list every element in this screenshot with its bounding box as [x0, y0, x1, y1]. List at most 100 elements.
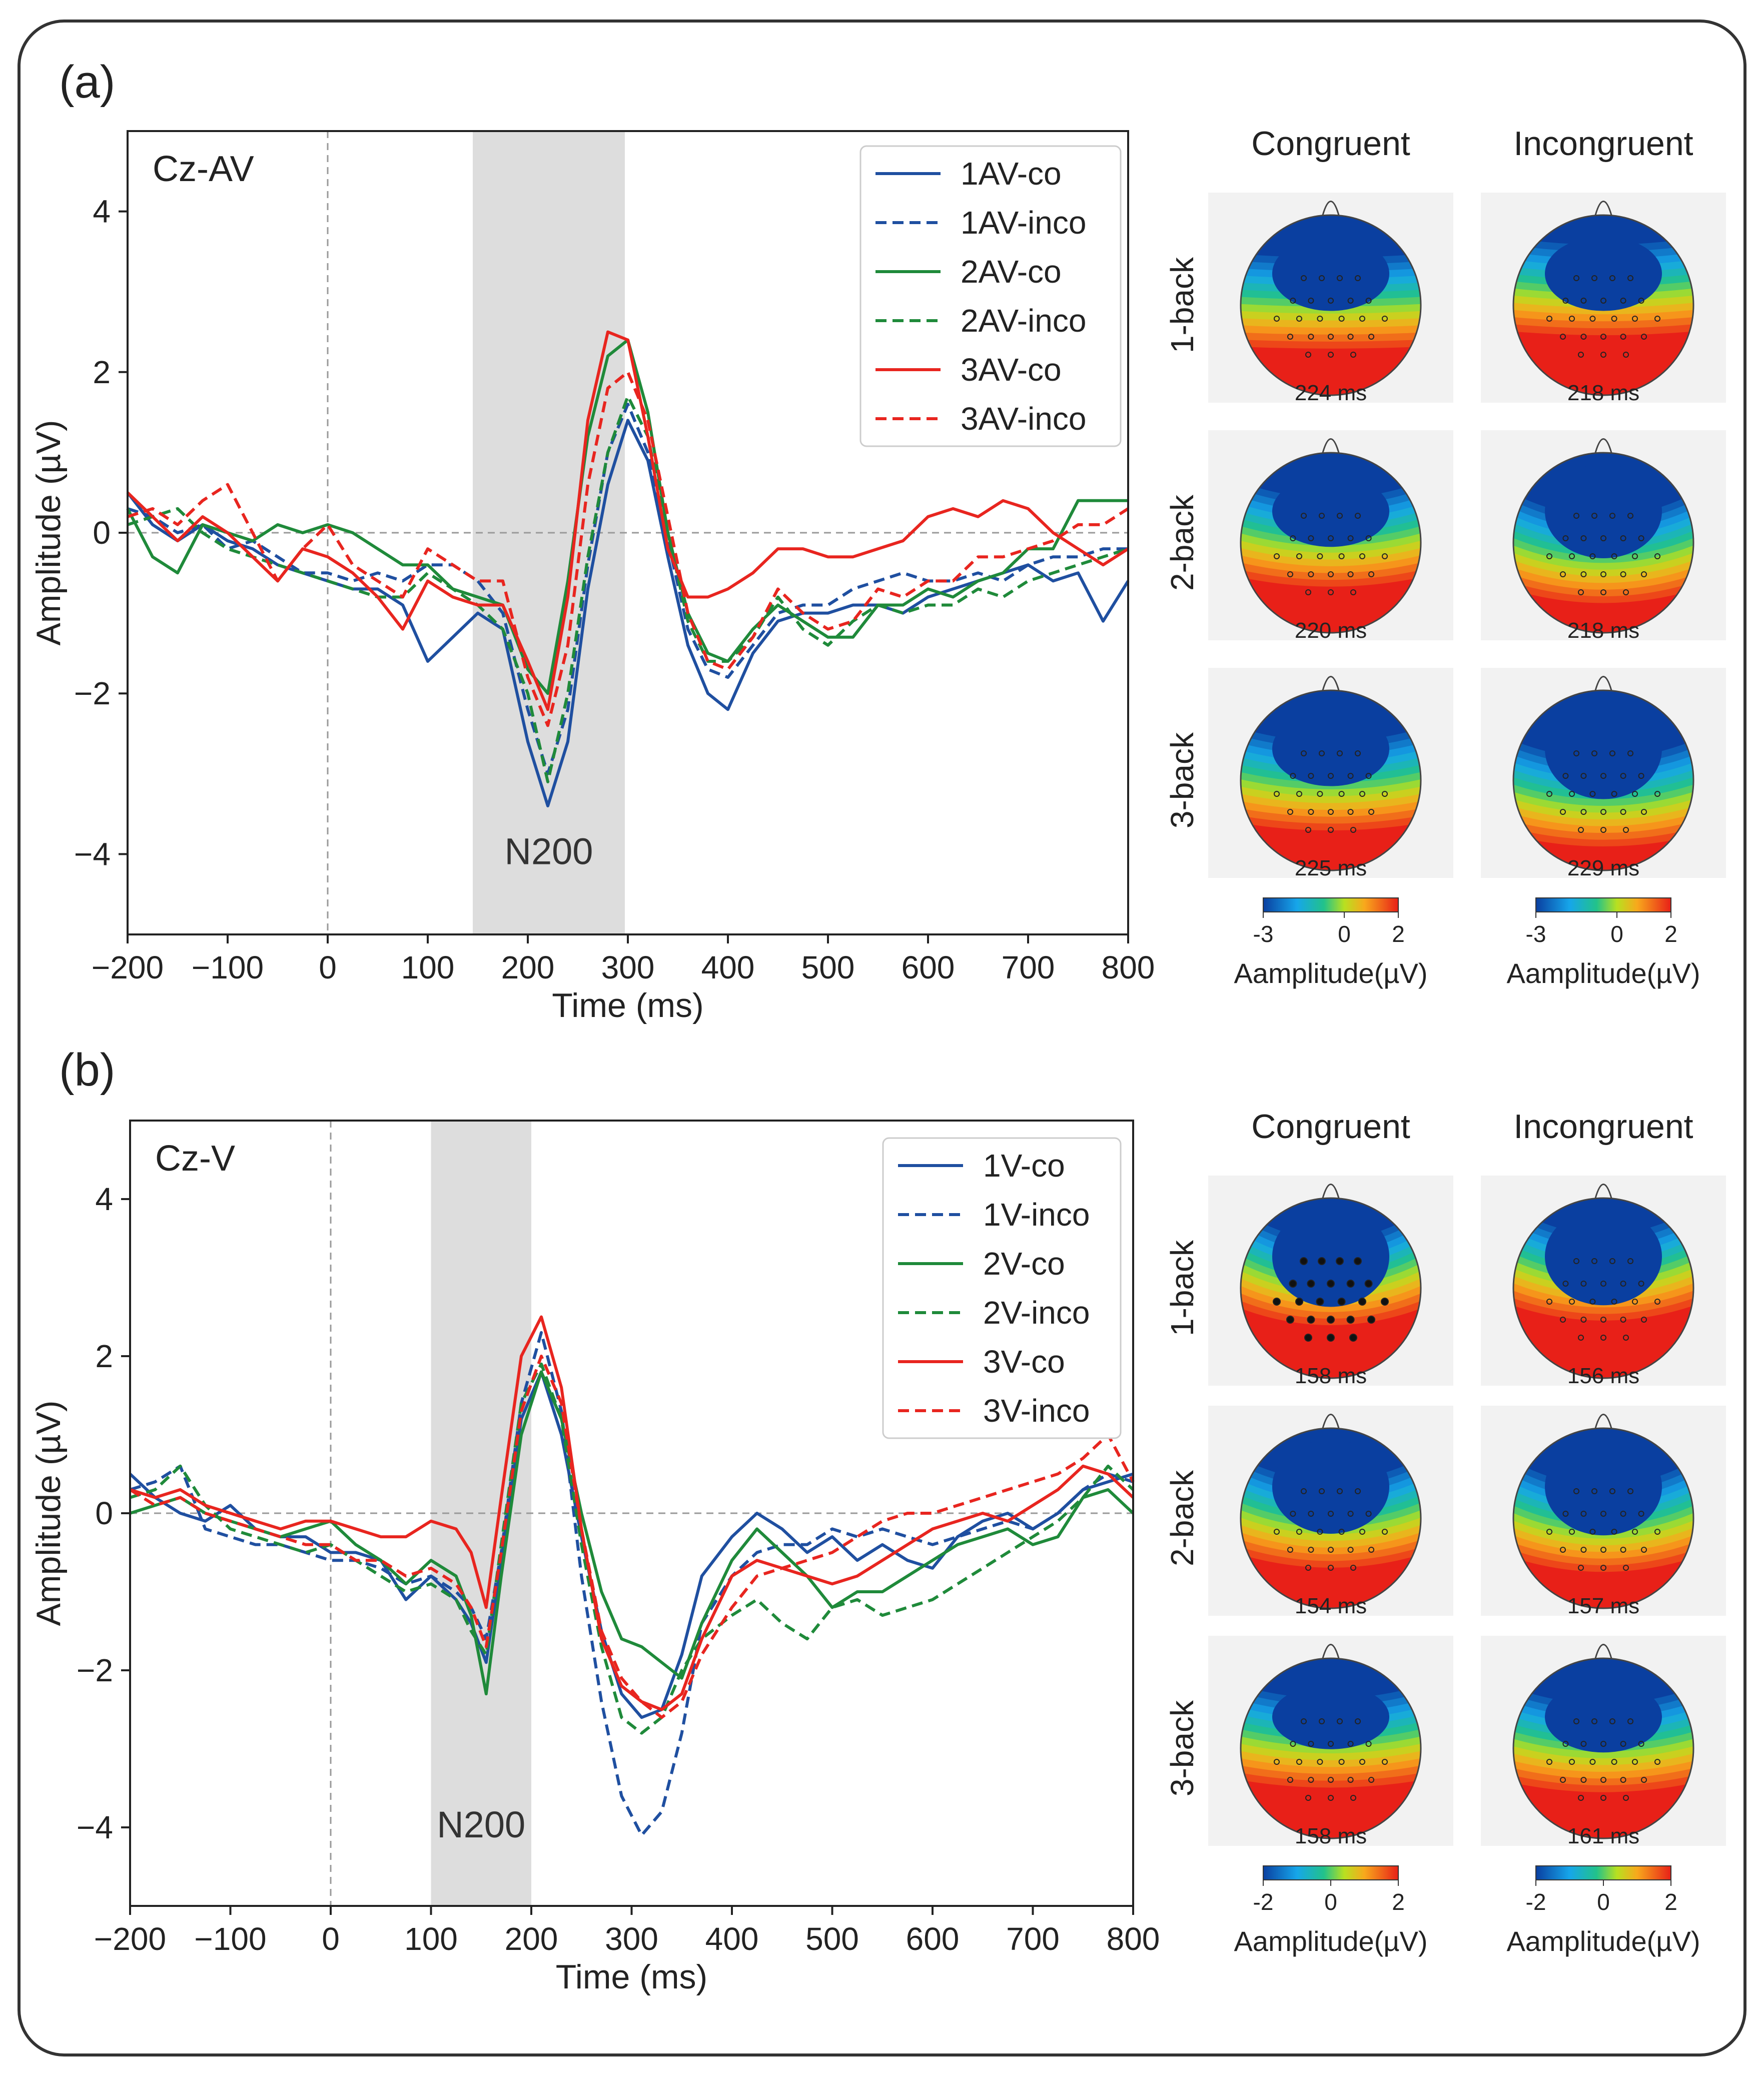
electrode-marker [1580, 334, 1587, 340]
electrode-marker [1611, 316, 1617, 322]
electrode-marker [1308, 1741, 1314, 1747]
electrode-marker [1600, 1741, 1606, 1747]
electrode-marker [1589, 1529, 1596, 1535]
electrode-marker [1328, 352, 1334, 358]
frontal-negativity [1545, 1681, 1662, 1753]
electrode-marker [1305, 1565, 1311, 1571]
colorbar-label: Aamplitude(µV) [1506, 1925, 1700, 1957]
electrode-marker [1620, 298, 1626, 304]
x-tick-label: 300 [601, 949, 655, 985]
electrode-marker [1368, 1777, 1374, 1783]
electrode-marker [1627, 1258, 1633, 1264]
scalp-field [1241, 1658, 1421, 1838]
electrode-marker [1328, 571, 1334, 577]
electrode-marker [1274, 553, 1280, 559]
topo-row-label: 1-back [1164, 257, 1200, 353]
electrode-marker [1296, 791, 1302, 797]
head-outline [1512, 214, 1694, 396]
head-outline [1512, 1427, 1694, 1609]
electrode-marker [1308, 809, 1314, 815]
topomap-3-back-Congruent: 158 ms [1208, 1636, 1453, 1848]
electrode-marker [1578, 589, 1584, 595]
electrode-marker [1359, 1529, 1365, 1535]
electrode-marker [1359, 316, 1365, 322]
frontal-negativity [1272, 1684, 1389, 1749]
electrode-marker [1290, 298, 1296, 304]
electrode-marker [1620, 334, 1626, 340]
colorbar-tick-label: 2 [1392, 921, 1405, 947]
electrode-marker [1580, 535, 1587, 541]
electrode-marker [1638, 298, 1644, 304]
electrode-marker [1347, 1741, 1354, 1747]
electrode-marker [1580, 1547, 1587, 1553]
electrode-marker [1580, 1317, 1587, 1323]
electrode-marker [1328, 1547, 1334, 1553]
scalp-field [1241, 690, 1421, 870]
electrode-marker [1560, 1547, 1566, 1553]
electrode-marker [1620, 535, 1626, 541]
electrode-marker [1591, 513, 1597, 519]
colorbar-tick-label: -3 [1253, 921, 1274, 947]
electrode-marker [1632, 791, 1638, 797]
electrode-marker [1569, 791, 1575, 797]
electrode-marker [1355, 1488, 1361, 1494]
electrode-marker [1290, 773, 1296, 779]
electrode-marker [1317, 791, 1323, 797]
topo-row-label: 2-back [1164, 494, 1200, 591]
topo-column-header: Incongruent [1513, 1108, 1693, 1146]
electrode-marker [1578, 1565, 1584, 1571]
topomap-2-back-Incongruent: 157 ms [1481, 1406, 1726, 1618]
electrode-marker [1600, 571, 1606, 577]
frontal-negativity [1545, 1438, 1662, 1536]
electrode-marker [1304, 1334, 1312, 1342]
frontal-negativity [1545, 698, 1662, 799]
y-axis-label: Amplitude (µV) [30, 1400, 68, 1626]
electrode-marker [1623, 352, 1629, 358]
colorbar-tick-label: 0 [1324, 1889, 1337, 1915]
electrode-marker [1296, 1759, 1302, 1765]
topo-column-header: Incongruent [1513, 125, 1693, 163]
electrode-marker [1365, 773, 1372, 779]
electrode-marker [1307, 1280, 1315, 1288]
nose-outline [1322, 1184, 1340, 1199]
series-line-2AV-inco [127, 395, 1129, 783]
electrode-marker [1287, 1777, 1293, 1783]
colorbar [1263, 1865, 1399, 1880]
x-tick-label: 400 [701, 949, 755, 985]
electrode-marker [1364, 1280, 1373, 1288]
electrode-marker [1611, 1529, 1617, 1535]
topomap-1-back-Incongruent: 218 ms [1481, 193, 1726, 405]
electrode-marker [1308, 773, 1314, 779]
electrode-marker [1296, 1529, 1302, 1535]
electrode-marker [1560, 809, 1566, 815]
head-outline [1512, 1197, 1694, 1379]
series-line-2V-co [130, 1370, 1135, 1696]
electrode-marker [1273, 1298, 1281, 1306]
electrode-marker [1560, 571, 1566, 577]
electrode-marker [1620, 1511, 1626, 1517]
y-tick-label: 4 [95, 1181, 113, 1217]
latency-label: 218 ms [1567, 618, 1639, 643]
nose-outline [1322, 1644, 1340, 1659]
electrode-marker [1600, 589, 1606, 595]
x-axis-label: Time (ms) [552, 986, 703, 1024]
electrode-marker [1305, 589, 1311, 595]
electrode-marker [1338, 553, 1345, 559]
electrode-marker [1346, 1316, 1355, 1324]
electrode-marker [1632, 553, 1638, 559]
electrode-marker [1609, 513, 1615, 519]
colorbar-tick-label: -2 [1253, 1889, 1274, 1915]
scalp-field [1513, 1198, 1693, 1378]
latency-label: 161 ms [1567, 1824, 1639, 1848]
electrode-marker [1295, 1298, 1303, 1306]
scalp-field [1513, 690, 1693, 870]
electrode-marker [1600, 809, 1606, 815]
electrode-marker [1328, 1741, 1334, 1747]
electrode-marker [1600, 1511, 1606, 1517]
x-tick-label: 500 [805, 1921, 859, 1957]
electrode-marker [1327, 1280, 1335, 1288]
electrode-marker [1319, 513, 1325, 519]
topomap-2-back-Congruent: 154 ms [1208, 1406, 1453, 1618]
